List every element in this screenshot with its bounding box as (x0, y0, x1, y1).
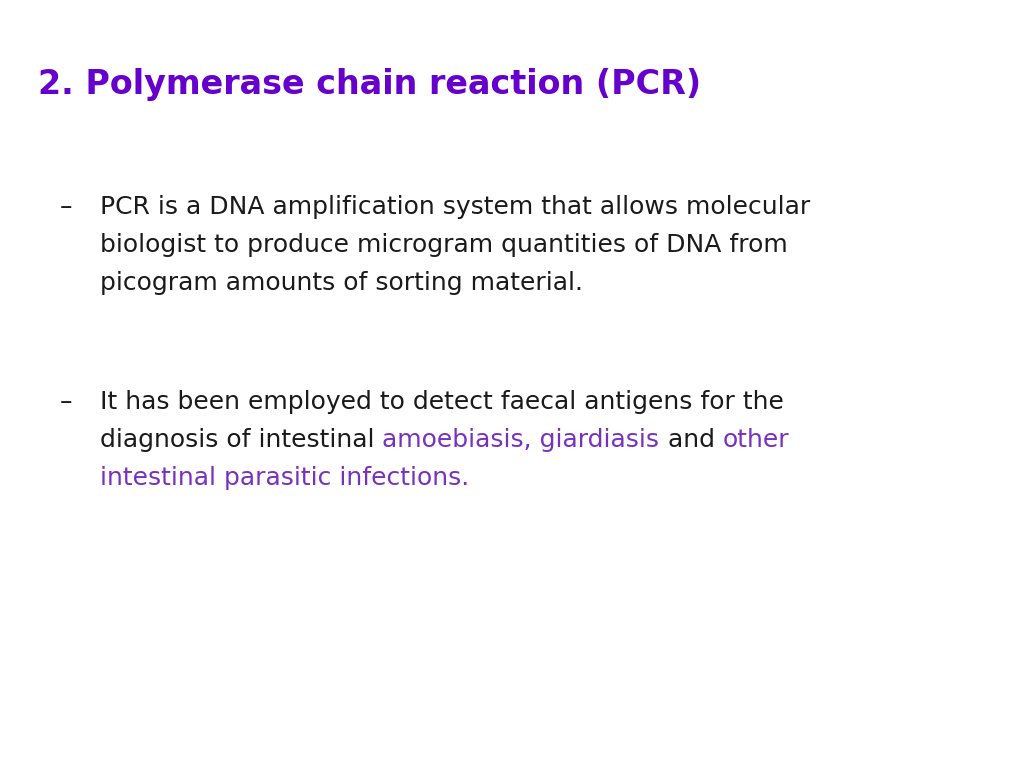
Text: intestinal parasitic infections.: intestinal parasitic infections. (100, 466, 469, 490)
Text: biologist to produce microgram quantities of DNA from: biologist to produce microgram quantitie… (100, 233, 787, 257)
Text: –: – (60, 390, 73, 414)
Text: PCR is a DNA amplification system that allows molecular: PCR is a DNA amplification system that a… (100, 195, 810, 219)
Text: 2. Polymerase chain reaction (PCR): 2. Polymerase chain reaction (PCR) (38, 68, 701, 101)
Text: amoebiasis, giardiasis: amoebiasis, giardiasis (383, 428, 659, 452)
Text: It has been employed to detect faecal antigens for the: It has been employed to detect faecal an… (100, 390, 784, 414)
Text: and: and (659, 428, 723, 452)
Text: picogram amounts of sorting material.: picogram amounts of sorting material. (100, 271, 583, 295)
Text: other: other (723, 428, 790, 452)
Text: diagnosis of intestinal: diagnosis of intestinal (100, 428, 383, 452)
Text: –: – (60, 195, 73, 219)
